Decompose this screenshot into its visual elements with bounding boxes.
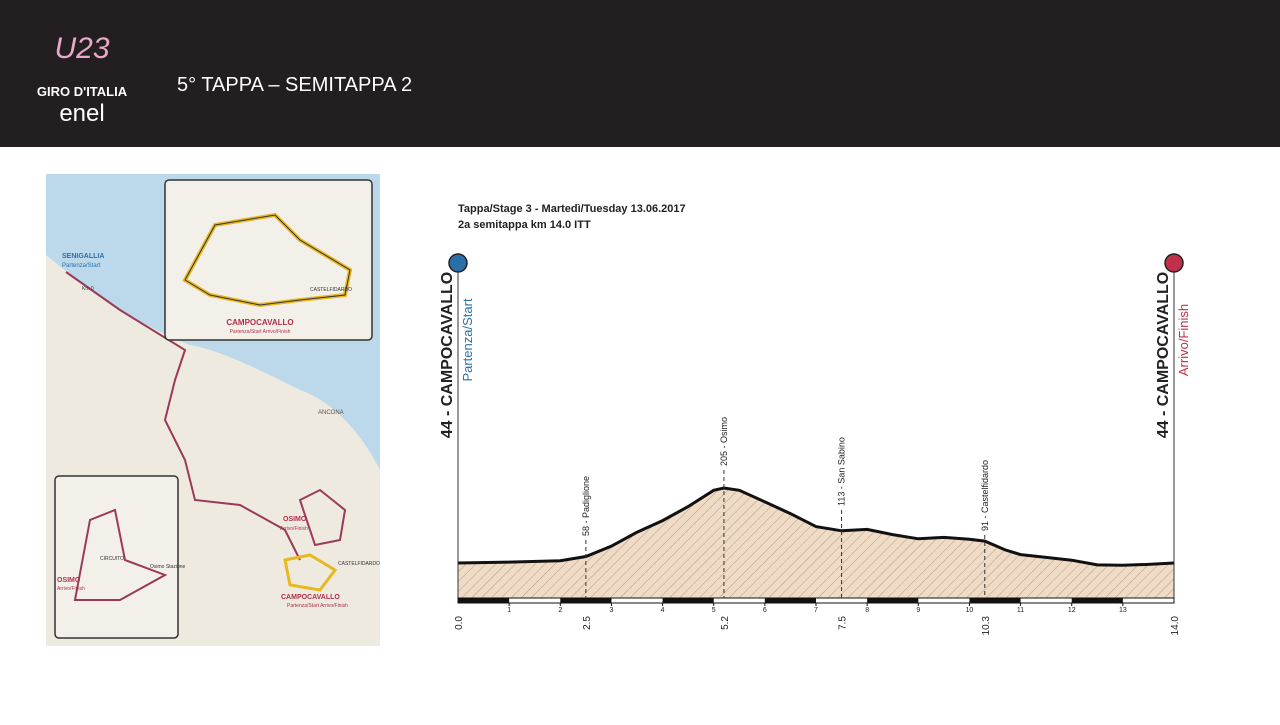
profile-line — [457, 486, 1175, 567]
waypoint-label: 58 - Padiglione — [581, 476, 591, 536]
map-label: CAMPOCAVALLO — [281, 594, 340, 601]
start-name: 44 - CAMPOCAVALLO — [439, 272, 456, 439]
km-label: 0.0 — [454, 616, 465, 630]
logo-mark: U23 — [54, 32, 109, 65]
map-label: CASTELFIDARDO — [338, 561, 380, 567]
waypoint-label: 113 - San Sabino — [837, 437, 847, 506]
x-tick-label: 12 — [1068, 607, 1076, 614]
map-label: OSIMO — [283, 516, 307, 523]
map-label: Arrivo/Finish — [57, 586, 85, 592]
km-label: 7.5 — [838, 616, 849, 630]
km-label: 14.0 — [1170, 616, 1181, 636]
x-tick-label: 3 — [609, 607, 613, 614]
finish-sub: Arrivo/Finish — [1176, 304, 1191, 376]
axis-segment — [969, 598, 1021, 603]
map-label: CASTELFIDARDO — [310, 287, 352, 293]
logo-brand: GIRO D'ITALIA — [37, 84, 128, 99]
start-sub: Partenza/Start — [460, 298, 475, 381]
header-bar — [0, 0, 1280, 147]
axis-segment — [867, 598, 919, 603]
axis-segment — [1071, 598, 1123, 603]
axis-segment — [764, 598, 816, 603]
km-label: 5.2 — [720, 616, 731, 630]
profile-title: Tappa/Stage 3 - Martedì/Tuesday 13.06.20… — [458, 203, 686, 215]
slide-title: 5° TAPPA – SEMITAPPA 2 — [177, 74, 412, 96]
waypoint-label: 91 - Castelfidardo — [980, 460, 990, 531]
x-tick-label: 7 — [814, 607, 818, 614]
profile-area — [458, 488, 1174, 598]
map-label: Osimo Stazione — [150, 564, 186, 570]
map-label: Km 0 — [82, 286, 94, 292]
map-label: SENIGALLIA — [62, 253, 104, 260]
x-tick-label: 4 — [661, 607, 665, 614]
finish-icon — [1164, 253, 1184, 273]
x-tick-label: 2 — [558, 607, 562, 614]
start-icon — [448, 253, 468, 273]
axis-segment — [560, 598, 612, 603]
x-tick-label: 8 — [865, 607, 869, 614]
km-label: 10.3 — [981, 616, 992, 636]
x-tick-label: 5 — [712, 607, 716, 614]
map-label: Partenza/Start Arrivo/Finish — [230, 329, 291, 335]
elevation-profile: 1 2 3 4 5 6 7 8 9 10 11 12 130.0 14.058 - Padiglione2… — [454, 272, 1181, 635]
x-tick-label: 13 — [1119, 607, 1127, 614]
finish-name: 44 - CAMPOCAVALLO — [1155, 272, 1172, 439]
x-tick-label: 10 — [966, 607, 974, 614]
x-tick-label: 6 — [763, 607, 767, 614]
x-tick-label: 1 — [507, 607, 511, 614]
map-label: ANCONA — [318, 410, 344, 416]
axis-segment — [662, 598, 714, 603]
map-label: CIRCUITO — [100, 556, 124, 562]
map-label: CAMPOCAVALLO — [226, 318, 293, 327]
x-tick-label: 9 — [916, 607, 920, 614]
km-label: 2.5 — [582, 616, 593, 630]
profile-subtitle: 2a semitappa km 14.0 ITT — [458, 219, 591, 231]
x-tick-label: 11 — [1017, 607, 1024, 614]
map-label: OSIMO — [57, 577, 81, 584]
route-map: SENIGALLIA Partenza/Start Km 0 ANCONA OS… — [46, 174, 380, 646]
map-label: Partenza/Start Arrivo/Finish — [287, 603, 348, 609]
axis-segment — [458, 598, 510, 603]
logo-sponsor: enel — [59, 100, 104, 127]
map-label: Partenza/Start — [62, 263, 101, 269]
waypoint-label: 205 - Osimo — [719, 417, 729, 466]
map-label: Arrivo/Finish — [280, 526, 308, 532]
